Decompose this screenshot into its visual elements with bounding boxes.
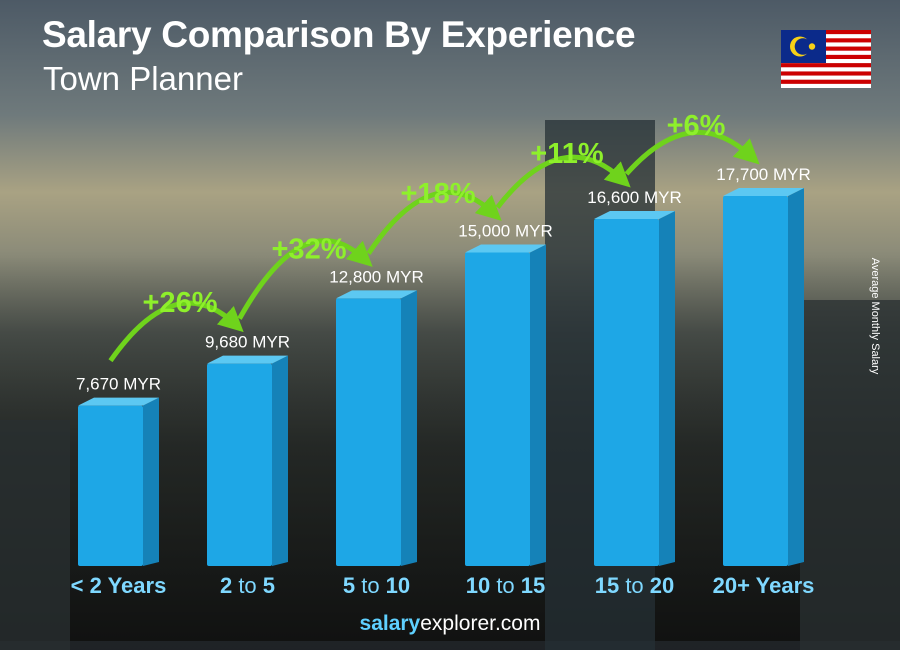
category-label-part: to bbox=[490, 573, 521, 598]
background-building bbox=[0, 420, 70, 650]
increase-label: +18% bbox=[401, 178, 476, 210]
bar bbox=[594, 218, 659, 566]
category-label-part: to bbox=[619, 573, 650, 598]
category-label-part: 10 bbox=[466, 573, 490, 598]
bar-top bbox=[723, 188, 804, 196]
page-title: Salary Comparison By Experience bbox=[42, 14, 636, 55]
value-label: 17,700 MYR bbox=[716, 165, 811, 184]
value-label: 7,670 MYR bbox=[76, 375, 161, 394]
bar bbox=[723, 196, 788, 566]
bar-top bbox=[207, 355, 288, 364]
category-label-part: < 2 Years bbox=[71, 573, 167, 598]
bar bbox=[465, 252, 530, 566]
bar bbox=[207, 363, 272, 566]
category-label: 10 to 15 bbox=[466, 573, 546, 598]
bar bbox=[336, 298, 401, 566]
bar-side bbox=[788, 188, 804, 566]
bar-top bbox=[594, 210, 675, 219]
value-label: 15,000 MYR bbox=[458, 221, 553, 240]
footer-brand[interactable]: salaryexplorer.com bbox=[0, 612, 900, 636]
category-label: 15 to 20 bbox=[595, 573, 675, 598]
category-label: 2 to 5 bbox=[220, 573, 275, 598]
increase-label: +6% bbox=[667, 110, 726, 142]
category-label-part: 15 bbox=[521, 573, 545, 598]
category-label: 20+ Years bbox=[713, 573, 815, 598]
bar-side bbox=[659, 210, 675, 566]
increase-label: +32% bbox=[272, 234, 347, 266]
category-label-part: to bbox=[232, 573, 263, 598]
category-label-part: 5 bbox=[343, 573, 355, 598]
increase-label: +26% bbox=[143, 287, 218, 319]
job-title: Town Planner bbox=[43, 60, 243, 97]
increase-arrow bbox=[108, 300, 244, 363]
increase-arrow bbox=[237, 238, 373, 320]
category-label: < 2 Years bbox=[71, 573, 167, 598]
category-label-part: 2 bbox=[220, 573, 232, 598]
bar-top bbox=[78, 397, 159, 406]
footer-brand-bold: salary bbox=[359, 612, 421, 635]
bar-side bbox=[530, 244, 546, 566]
increase-arrow bbox=[624, 129, 760, 176]
value-label: 16,600 MYR bbox=[587, 188, 682, 207]
bar bbox=[78, 405, 143, 566]
background-building bbox=[800, 300, 900, 650]
bar-top bbox=[465, 244, 546, 253]
category-label-part: 15 bbox=[595, 573, 619, 598]
category-label-part: 20+ Years bbox=[713, 573, 815, 598]
category-label: 5 to 10 bbox=[343, 573, 410, 598]
increase-arrow bbox=[366, 189, 502, 255]
bar-side bbox=[143, 397, 159, 566]
category-label-part: 5 bbox=[263, 573, 275, 598]
value-label: 12,800 MYR bbox=[329, 267, 424, 286]
increase-label: +11% bbox=[530, 138, 604, 170]
value-label: 9,680 MYR bbox=[205, 333, 290, 352]
category-label-part: 20 bbox=[650, 573, 674, 598]
bar-side bbox=[401, 290, 417, 566]
bar-top bbox=[336, 290, 417, 299]
category-label-part: 10 bbox=[386, 573, 410, 598]
category-label-part: to bbox=[355, 573, 386, 598]
malaysia-flag bbox=[781, 30, 871, 88]
footer-brand-rest: explorer.com bbox=[420, 612, 541, 635]
bar-side bbox=[272, 355, 288, 566]
increase-arrow bbox=[495, 154, 631, 209]
